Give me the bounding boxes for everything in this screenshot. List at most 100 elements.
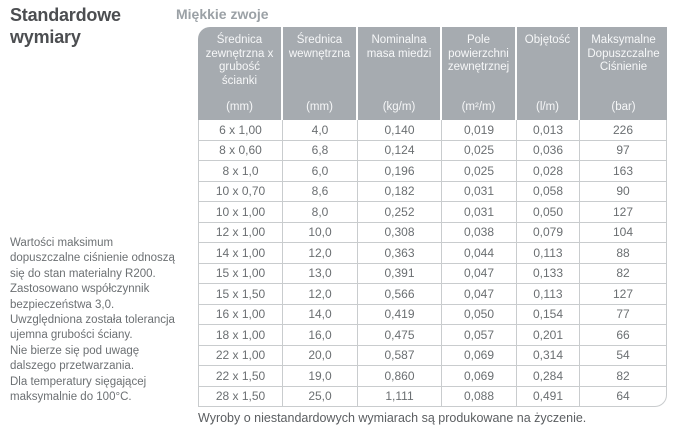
table-cell: 10 x 0,70 [198, 181, 283, 202]
table-cell: 10,0 [283, 222, 358, 243]
table-cell: 0,038 [442, 222, 517, 243]
table-cell: 0,284 [517, 366, 580, 387]
table-row: 12 x 1,00 10,0 0,308 0,038 0,079 104 [198, 222, 667, 243]
table-cell: 16,0 [283, 325, 358, 346]
table-title: Miękkie zwoje [176, 6, 269, 22]
table-cell: 8,6 [283, 181, 358, 202]
table-cell: 0,154 [517, 304, 580, 325]
table-cell: 8,0 [283, 202, 358, 223]
column-unit: (kg/m) [358, 97, 442, 120]
table-cell: 13,0 [283, 263, 358, 284]
column-unit: (mm) [198, 97, 283, 120]
table-cell: 28 x 1,50 [198, 386, 283, 407]
dimensions-table: Średnica zewnętrzna x grubość ścianki Śre… [198, 27, 667, 407]
table-cell: 104 [580, 222, 667, 243]
table-cell: 20,0 [283, 345, 358, 366]
table-cell: 25,0 [283, 386, 358, 407]
table-cell: 0,025 [442, 161, 517, 182]
table-cell: 0,363 [358, 243, 442, 264]
table-cell: 0,058 [517, 181, 580, 202]
column-header: Średnica zewnętrzna x grubość ścianki [198, 27, 283, 97]
table-cell: 0,587 [358, 345, 442, 366]
table-cell: 6 x 1,00 [198, 120, 283, 141]
table-cell: 0,140 [358, 120, 442, 141]
table-cell: 0,419 [358, 304, 442, 325]
table-cell: 0,079 [517, 222, 580, 243]
table-cell: 0,028 [517, 161, 580, 182]
column-unit: (mm) [283, 97, 358, 120]
table-cell: 0,088 [442, 386, 517, 407]
table-cell: 1,111 [358, 386, 442, 407]
table-row: 10 x 1,00 8,0 0,252 0,031 0,050 127 [198, 202, 667, 223]
sidebar-note: Wartości maksimum dopuszczalne ciśnienie… [10, 237, 175, 404]
table-cell: 4,0 [283, 120, 358, 141]
table-cell: 12,0 [283, 243, 358, 264]
table-row: 22 x 1,50 19,0 0,860 0,069 0,284 82 [198, 366, 667, 387]
table-cell: 22 x 1,00 [198, 345, 283, 366]
table-cell: 19,0 [283, 366, 358, 387]
table-cell: 10 x 1,00 [198, 202, 283, 223]
table-cell: 0,113 [517, 243, 580, 264]
table-cell: 0,201 [517, 325, 580, 346]
column-header: Objętość [517, 27, 580, 97]
table-cell: 8 x 1,0 [198, 161, 283, 182]
table-cell: 54 [580, 345, 667, 366]
table-row: 16 x 1,00 14,0 0,419 0,050 0,154 77 [198, 304, 667, 325]
table-cell: 12 x 1,00 [198, 222, 283, 243]
table-cell: 77 [580, 304, 667, 325]
table-cell: 15 x 1,50 [198, 284, 283, 305]
table-row: 14 x 1,00 12,0 0,363 0,044 0,113 88 [198, 243, 667, 264]
table-cell: 0,036 [517, 140, 580, 161]
column-unit: (m²/m) [442, 97, 517, 120]
table-cell: 66 [580, 325, 667, 346]
column-header: Nominalna masa miedzi [358, 27, 442, 97]
table-cell: 90 [580, 181, 667, 202]
table-cell: 127 [580, 202, 667, 223]
footer-note: Wyroby o niestandardowych wymiarach są p… [198, 411, 587, 425]
table-cell: 0,196 [358, 161, 442, 182]
table-cell: 12,0 [283, 284, 358, 305]
table-cell: 0,047 [442, 263, 517, 284]
table-body: 6 x 1,00 4,0 0,140 0,019 0,013 226 8 x 0,60 6,8… [198, 120, 667, 407]
table-cell: 0,860 [358, 366, 442, 387]
table-row: 6 x 1,00 4,0 0,140 0,019 0,013 226 [198, 120, 667, 141]
table-cell: 0,133 [517, 263, 580, 284]
table-row: 8 x 1,0 6,0 0,196 0,025 0,028 163 [198, 161, 667, 182]
table-header-labels: Średnica zewnętrzna x grubość ścianki Śre… [198, 27, 667, 97]
table-cell: 0,013 [517, 120, 580, 141]
table-cell: 0,182 [358, 181, 442, 202]
table-cell: 0,050 [442, 304, 517, 325]
table-header: Średnica zewnętrzna x grubość ścianki Śre… [198, 27, 667, 120]
table-cell: 16 x 1,00 [198, 304, 283, 325]
table-cell: 6,0 [283, 161, 358, 182]
table-row: 18 x 1,00 16,0 0,475 0,057 0,201 66 [198, 325, 667, 346]
table-cell: 0,025 [442, 140, 517, 161]
table-cell: 163 [580, 161, 667, 182]
table-cell: 0,113 [517, 284, 580, 305]
table-row: 22 x 1,00 20,0 0,587 0,069 0,314 54 [198, 345, 667, 366]
table-cell: 0,047 [442, 284, 517, 305]
table-cell: 0,314 [517, 345, 580, 366]
table-cell: 0,252 [358, 202, 442, 223]
table-cell: 0,491 [517, 386, 580, 407]
table-row: 15 x 1,50 12,0 0,566 0,047 0,113 127 [198, 284, 667, 305]
table-cell: 97 [580, 140, 667, 161]
table-cell: 15 x 1,00 [198, 263, 283, 284]
column-header: Średnica wewnętrzna [283, 27, 358, 97]
table-cell: 0,566 [358, 284, 442, 305]
table-cell: 18 x 1,00 [198, 325, 283, 346]
column-unit: (bar) [580, 97, 667, 120]
table-row: 10 x 0,70 8,6 0,182 0,031 0,058 90 [198, 181, 667, 202]
dimensions-table-wrap: Średnica zewnętrzna x grubość ścianki Śre… [198, 27, 667, 407]
table-cell: 0,019 [442, 120, 517, 141]
table-cell: 0,031 [442, 202, 517, 223]
table-row: 15 x 1,00 13,0 0,391 0,047 0,133 82 [198, 263, 667, 284]
table-cell: 0,044 [442, 243, 517, 264]
table-cell: 226 [580, 120, 667, 141]
table-cell: 0,391 [358, 263, 442, 284]
table-cell: 0,475 [358, 325, 442, 346]
column-unit: (l/m) [517, 97, 580, 120]
table-cell: 14 x 1,00 [198, 243, 283, 264]
table-cell: 0,069 [442, 366, 517, 387]
table-row: 8 x 0,60 6,8 0,124 0,025 0,036 97 [198, 140, 667, 161]
